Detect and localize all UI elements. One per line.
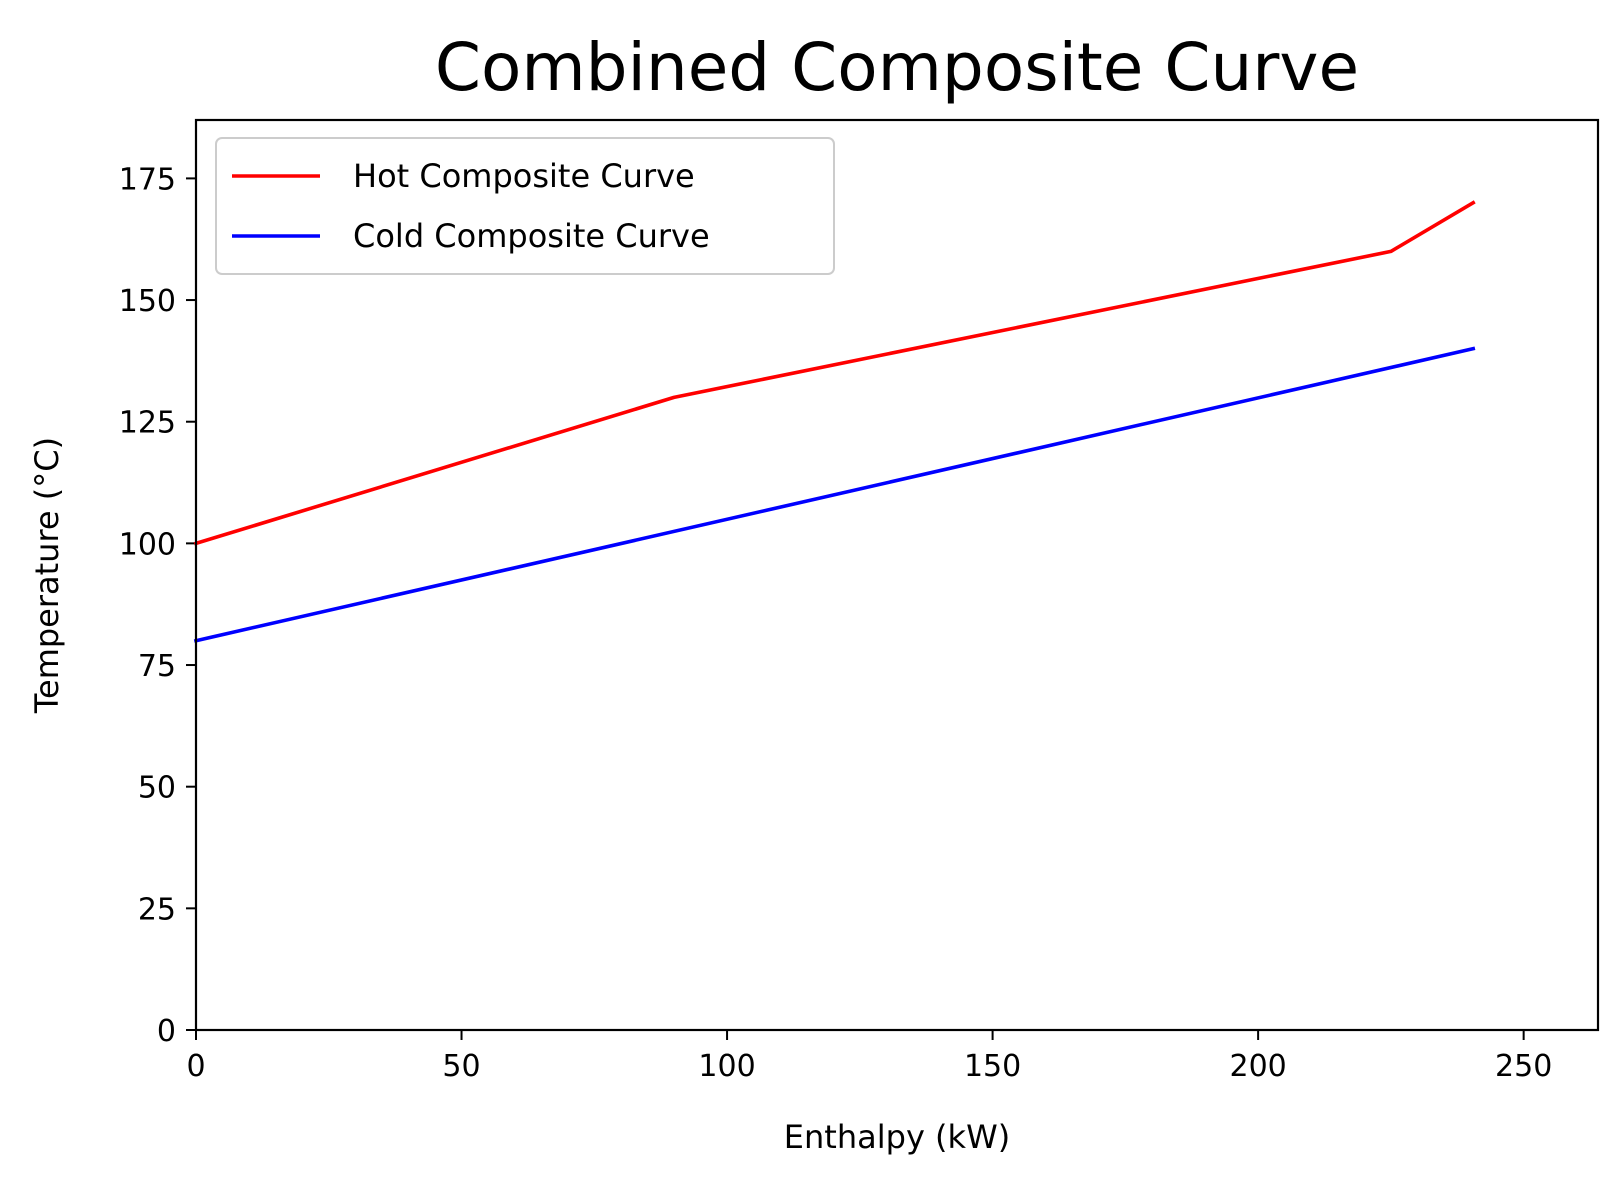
series-line-hot: [193, 200, 1476, 546]
y-tick-label: 75: [138, 649, 176, 684]
series-line-cold: [193, 346, 1476, 643]
plot-frame: [194, 118, 1600, 1032]
y-tick-label: 175: [119, 162, 176, 197]
x-tick-label: 100: [698, 1049, 755, 1084]
legend: Hot Composite Curve Cold Composite Curve: [215, 137, 835, 275]
x-tick-label: 50: [442, 1049, 480, 1084]
axis-ticks: 0 50 100 150 200 250 0 25 50 75 100 125 150 175: [119, 162, 1553, 1084]
y-tick-label: 150: [119, 284, 176, 319]
x-tick-label: 150: [964, 1049, 1021, 1084]
y-axis-label: Temperature (°C): [28, 437, 66, 714]
y-tick-label: 25: [138, 892, 176, 927]
x-tick-label: 200: [1229, 1049, 1286, 1084]
legend-label: Hot Composite Curve: [353, 157, 695, 195]
y-tick-label: 125: [119, 406, 176, 441]
x-tick-label: 250: [1495, 1049, 1552, 1084]
chart-title: Combined Composite Curve: [435, 29, 1359, 106]
x-tick-label: 0: [186, 1049, 205, 1084]
y-tick-label: 100: [119, 527, 176, 562]
legend-label: Cold Composite Curve: [353, 217, 710, 255]
x-axis-label: Enthalpy (kW): [784, 1118, 1010, 1156]
series-lines: [193, 200, 1476, 643]
y-tick-label: 0: [157, 1014, 176, 1049]
legend-box: [215, 137, 835, 275]
y-tick-label: 50: [138, 771, 176, 806]
